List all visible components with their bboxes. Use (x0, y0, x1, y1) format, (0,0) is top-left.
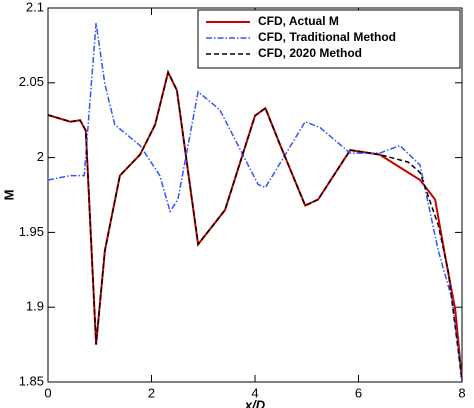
legend-box (197, 9, 461, 69)
legend-label: CFD, 2020 Method (258, 46, 362, 60)
y-tick-label: 1.85 (19, 373, 44, 388)
series-line (47, 70, 463, 381)
series-line (47, 22, 463, 381)
x-tick-label: 8 (458, 385, 465, 400)
x-tick-label: 4 (251, 385, 258, 400)
x-tick-label: 0 (44, 385, 51, 400)
x-tick-label: 2 (148, 385, 155, 400)
y-tick-label: 1.9 (26, 299, 44, 314)
y-tick-label: 2.05 (19, 74, 44, 89)
y-axis-label: M (1, 190, 16, 201)
x-axis-label: x/D (244, 397, 266, 408)
x-tick-label: 6 (355, 385, 362, 400)
y-tick-label: 2 (37, 149, 44, 164)
y-tick-label: 2.1 (26, 0, 44, 14)
y-tick-label: 1.95 (19, 224, 44, 239)
legend: CFD, Actual M CFD, Traditional Method CFD,… (197, 9, 461, 69)
legend-label: CFD, Actual M (258, 14, 339, 28)
legend-label: CFD, Traditional Method (258, 30, 396, 44)
